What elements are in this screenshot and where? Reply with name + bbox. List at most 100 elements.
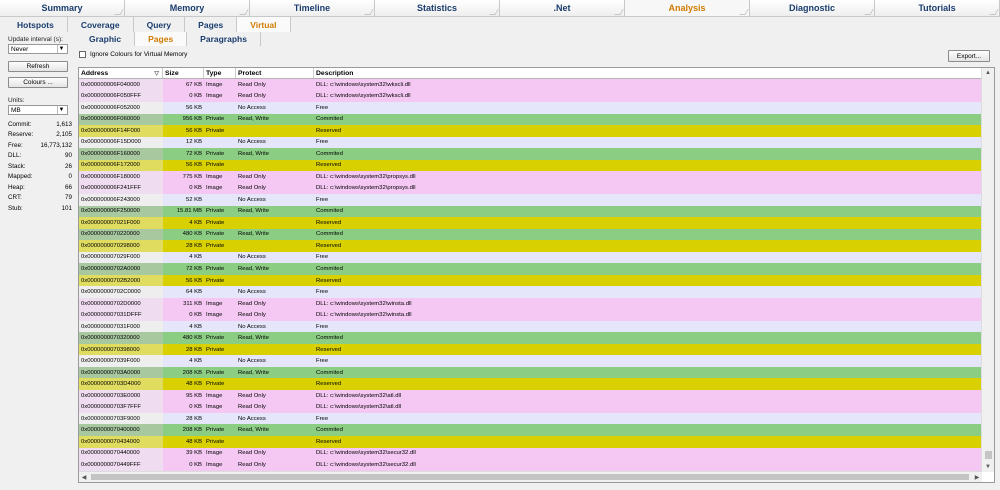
tab-grip-icon bbox=[614, 9, 624, 15]
description-cell: DLL: c:\windows\system32\secur32.dll bbox=[316, 461, 416, 468]
table-row[interactable]: 0x0000000070434000 48 KB Private Reserved bbox=[79, 435, 982, 448]
ignore-colours-option[interactable]: Ignore Colours for Virtual Memory bbox=[79, 51, 187, 58]
table-row[interactable]: 0x000000007029F000 4 KB No Access Free bbox=[79, 251, 982, 264]
scroll-down-icon[interactable]: ▼ bbox=[985, 464, 991, 470]
table-row[interactable]: 0x00000000702C0000 64 KB No Access Free bbox=[79, 286, 982, 298]
protect-cell bbox=[236, 275, 314, 287]
horizontal-scrollbar[interactable]: ◀ ▶ bbox=[79, 471, 982, 482]
tab-diagnostic[interactable]: Diagnostic bbox=[750, 0, 875, 16]
size-cell: 4 KB bbox=[189, 323, 202, 330]
size-cell: 0 KB bbox=[189, 185, 202, 192]
table-row[interactable]: 0x000000006F250000 15.81 MB Private Read, W… bbox=[79, 205, 982, 218]
address-cell: 0x0000000070398000 bbox=[79, 343, 163, 356]
size-cell: 4 KB bbox=[189, 358, 202, 365]
protect-cell: Read Only bbox=[238, 461, 266, 468]
table-row[interactable]: 0x000000006F040000 67 KB Image Read Only DLL… bbox=[79, 79, 982, 91]
table-row[interactable]: 0x000000006F15D000 12 KB No Access Free bbox=[79, 136, 982, 149]
view-tab-paragraphs[interactable]: Paragraphs bbox=[187, 32, 261, 46]
table-row[interactable]: 0x000000007031F000 4 KB No Access Free bbox=[79, 320, 982, 333]
table-row[interactable]: 0x00000000702D0000 311 KB Image Read Only DL… bbox=[79, 297, 982, 310]
table-row[interactable]: 0x0000000070298000 28 KB Private Reserved bbox=[79, 240, 982, 252]
table-row[interactable]: 0x0000000070220000 480 KB Private Read, Wri… bbox=[79, 228, 982, 241]
size-cell: 67 KB bbox=[185, 81, 202, 88]
table-row[interactable]: 0x00000000702B2000 56 KB Private Reserved bbox=[79, 274, 982, 287]
table-row[interactable]: 0x0000000070440000 39 KB Image Read Only DLL… bbox=[79, 447, 982, 460]
view-tab-pages[interactable]: Pages bbox=[135, 32, 188, 46]
protect-cell: Read Only bbox=[238, 185, 266, 192]
table-row[interactable]: 0x000000006F052000 56 KB No Access Free bbox=[79, 102, 982, 114]
subtab-pages[interactable]: Pages bbox=[185, 17, 238, 32]
column-header-type[interactable]: Type bbox=[204, 68, 236, 78]
address-cell: 0x000000006F052000 bbox=[79, 102, 163, 114]
tab-dotnet[interactable]: .Net bbox=[500, 0, 625, 16]
update-interval-select[interactable]: Never ▼ bbox=[8, 44, 68, 54]
table-row[interactable]: 0x0000000070449FFF 0 KB Image Read Only DLL:… bbox=[79, 459, 982, 471]
vertical-scrollbar[interactable]: ▲ ▼ bbox=[981, 68, 994, 472]
type-cell: Private bbox=[206, 346, 225, 353]
refresh-button[interactable]: Refresh bbox=[8, 61, 68, 72]
table-row[interactable]: 0x000000006F050FFF 0 KB Image Read Only DLL:… bbox=[79, 90, 982, 103]
subtab-query[interactable]: Query bbox=[134, 17, 186, 32]
stat-value: 1,613 bbox=[56, 120, 72, 128]
table-row[interactable]: 0x000000006F14F000 56 KB Private Reserved bbox=[79, 125, 982, 137]
view-tab-graphic[interactable]: Graphic bbox=[76, 32, 136, 46]
address-cell: 0x00000000703A0000 bbox=[79, 366, 163, 379]
table-row[interactable]: 0x0000000070398000 28 KB Private Reserved bbox=[79, 343, 982, 356]
units-select[interactable]: MB ▼ bbox=[8, 105, 68, 115]
size-cell: 52 KB bbox=[185, 196, 202, 203]
description-cell: Reserved bbox=[316, 438, 342, 445]
table-row[interactable]: 0x00000000703D4000 48 KB Private Reserved bbox=[79, 378, 982, 390]
scroll-thumb[interactable] bbox=[91, 474, 969, 480]
description-cell: DLL: c:\windows\system32\atl.dll bbox=[316, 404, 402, 411]
subtab-hotspots[interactable]: Hotspots bbox=[4, 17, 68, 32]
stat-row: CRT: 79 bbox=[8, 193, 72, 204]
table-row[interactable]: 0x00000000703E0000 95 KB Image Read Only DLL… bbox=[79, 389, 982, 402]
scroll-up-icon[interactable]: ▲ bbox=[985, 70, 991, 76]
protect-cell: No Access bbox=[238, 196, 266, 203]
table-row[interactable]: 0x000000007039F000 4 KB No Access Free bbox=[79, 355, 982, 367]
export-button[interactable]: Export... bbox=[948, 50, 990, 62]
ignore-colours-checkbox[interactable] bbox=[79, 51, 86, 58]
subtab-virtual[interactable]: Virtual bbox=[237, 17, 291, 32]
protect-cell: Read Only bbox=[238, 392, 266, 399]
protect-cell bbox=[236, 240, 314, 252]
table-row[interactable]: 0x000000006F243000 52 KB No Access Free bbox=[79, 194, 982, 206]
column-header-address[interactable]: Address ▽ bbox=[79, 68, 163, 78]
description-cell: Free bbox=[316, 196, 329, 203]
table-row[interactable]: 0x0000000070400000 208 KB Private Read, Wri… bbox=[79, 424, 982, 436]
table-row[interactable]: 0x000000006F160000 72 KB Private Read, Writ… bbox=[79, 148, 982, 160]
protect-cell: No Access bbox=[238, 358, 266, 365]
protect-cell: Read Only bbox=[238, 450, 266, 457]
type-cell: Private bbox=[206, 369, 225, 376]
scroll-left-icon[interactable]: ◀ bbox=[81, 474, 87, 481]
column-header-protect[interactable]: Protect bbox=[236, 68, 314, 78]
column-header-size[interactable]: Size bbox=[163, 68, 204, 78]
table-row[interactable]: 0x000000007031DFFF 0 KB Image Read Only DLL:… bbox=[79, 309, 982, 321]
description-cell: DLL: c:\windows\system32\secur32.dll bbox=[316, 450, 416, 457]
tab-tutorials[interactable]: Tutorials bbox=[875, 0, 1000, 16]
table-row[interactable]: 0x00000000703A0000 208 KB Private Read, Wri… bbox=[79, 366, 982, 379]
table-row[interactable]: 0x0000000070320000 480 KB Private Read, Wri… bbox=[79, 332, 982, 344]
colours-button[interactable]: Colours ... bbox=[8, 77, 68, 88]
table-row[interactable]: 0x000000006F180000 775 KB Image Read Only DL… bbox=[79, 171, 982, 183]
tab-timeline[interactable]: Timeline bbox=[250, 0, 375, 16]
tab-summary[interactable]: Summary bbox=[0, 0, 125, 16]
table-row[interactable]: 0x00000000703F7FFF 0 KB Image Read Only DLL:… bbox=[79, 401, 982, 413]
type-cell: Private bbox=[206, 335, 225, 342]
stat-label: CRT: bbox=[8, 194, 22, 202]
table-row[interactable]: 0x00000000702A0000 72 KB Private Read, Writ… bbox=[79, 263, 982, 275]
tab-memory[interactable]: Memory bbox=[125, 0, 250, 16]
tab-analysis[interactable]: Analysis bbox=[625, 0, 750, 16]
subtab-coverage[interactable]: Coverage bbox=[68, 17, 134, 32]
table-row[interactable]: 0x000000006F241FFF 0 KB Image Read Only DLL:… bbox=[79, 182, 982, 195]
scroll-thumb[interactable] bbox=[985, 451, 992, 459]
type-cell bbox=[204, 355, 236, 367]
table-row[interactable]: 0x000000006F060000 956 KB Private Read, Wri… bbox=[79, 113, 982, 126]
update-interval-value: Never bbox=[11, 45, 29, 53]
tab-statistics[interactable]: Statistics bbox=[375, 0, 500, 16]
table-row[interactable]: 0x00000000703F9000 28 KB No Access Free bbox=[79, 412, 982, 425]
table-row[interactable]: 0x000000006F172000 56 KB Private Reserved bbox=[79, 159, 982, 172]
table-row[interactable]: 0x000000007021F000 4 KB Private Reserved bbox=[79, 217, 982, 229]
column-header-description[interactable]: Description bbox=[314, 68, 982, 78]
scroll-right-icon[interactable]: ▶ bbox=[974, 474, 980, 481]
